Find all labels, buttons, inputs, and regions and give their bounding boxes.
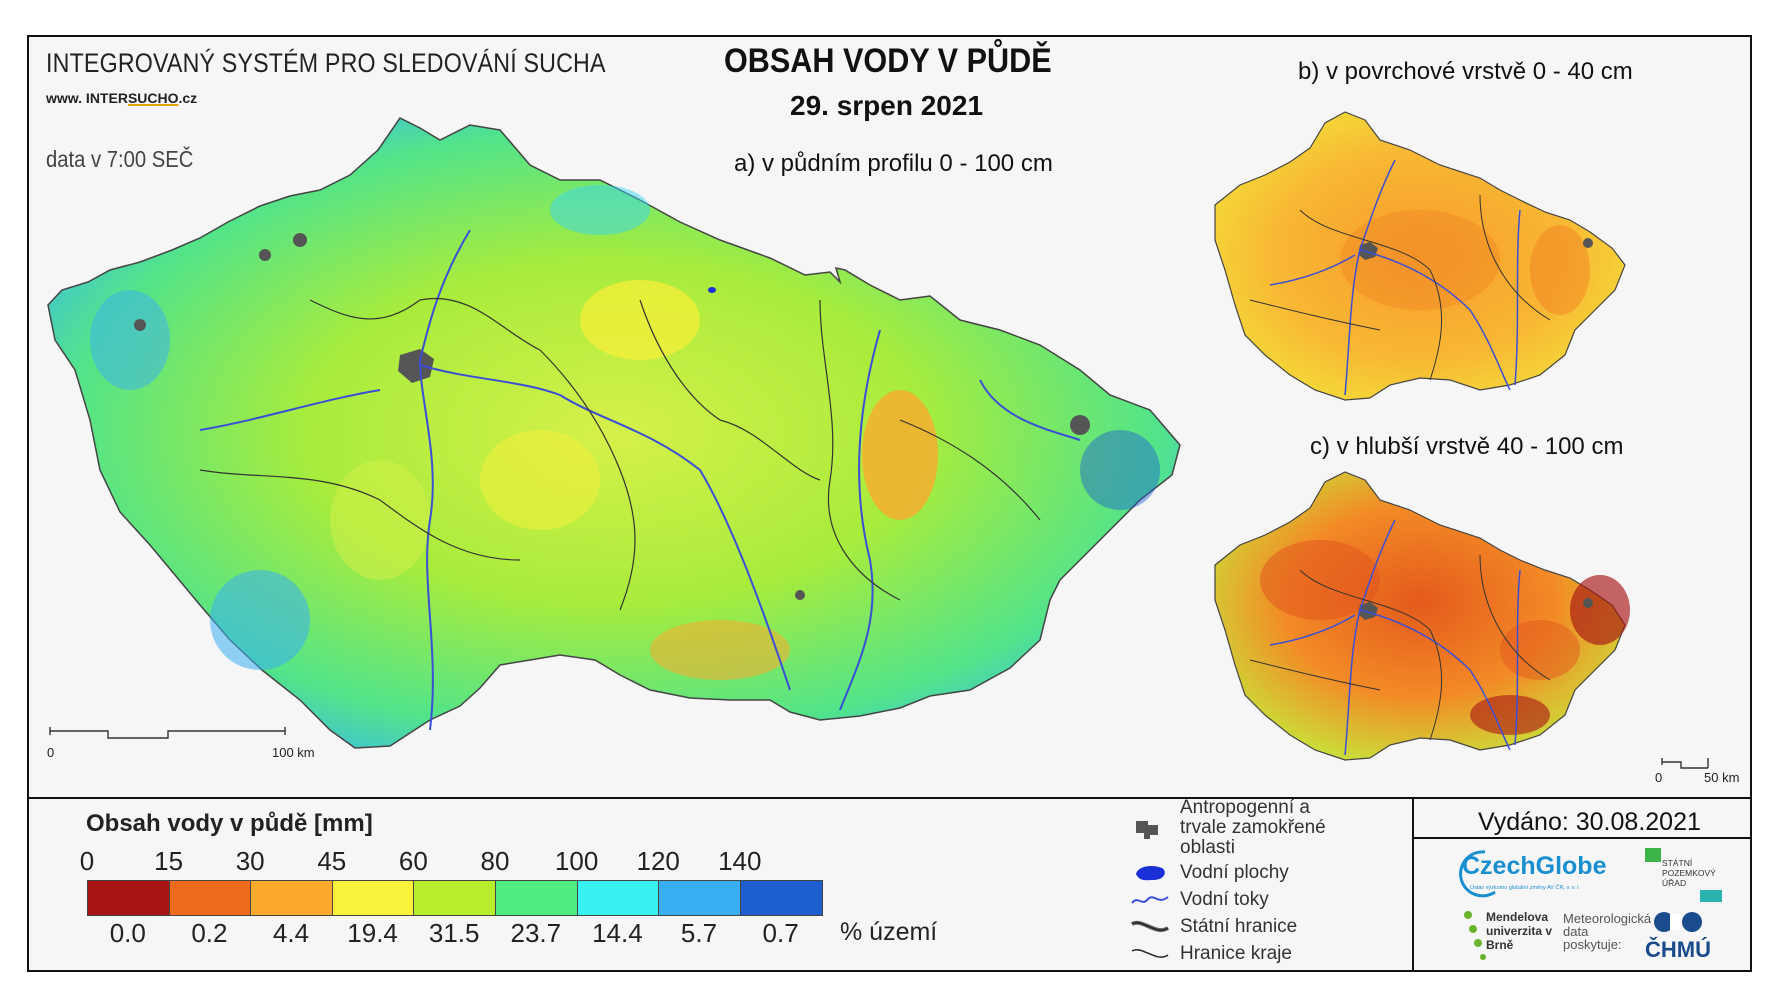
symbol-urban: Antropogenní a trvale zamokřené oblasti bbox=[1130, 798, 1360, 858]
map-b bbox=[1214, 111, 1626, 401]
main-title: OBSAH VODY V PŮDĚ bbox=[724, 42, 1052, 80]
legend-color-bar bbox=[87, 880, 824, 916]
legend-swatch bbox=[414, 881, 496, 915]
website-prefix: www. INTER bbox=[46, 90, 128, 106]
legend-threshold: 30 bbox=[235, 846, 265, 876]
map-b-label: b) v povrchové vrstvě 0 - 40 cm bbox=[1298, 58, 1633, 85]
footer-divider-horizontal bbox=[1414, 837, 1752, 839]
scale-c-start: 0 bbox=[1655, 770, 1663, 785]
percent-unit: % území bbox=[840, 918, 938, 946]
czechglobe-arc-icon bbox=[1459, 850, 1496, 898]
symbol-river: Vodní toky bbox=[1130, 887, 1269, 913]
legend-swatch bbox=[169, 881, 252, 915]
mendelu-dots-icon bbox=[1464, 911, 1486, 960]
legend-threshold: 80 bbox=[480, 846, 510, 876]
symbol-river-label: Vodní toky bbox=[1180, 889, 1269, 910]
legend-title: Obsah vody v půdě [mm] bbox=[86, 810, 373, 837]
met-data-label: Meteorologická data poskytuje: bbox=[1563, 911, 1652, 952]
legend-percent: 0.2 bbox=[191, 918, 228, 948]
system-title: INTEGROVANÝ SYSTÉM PRO SLEDOVÁNÍ SUCHA bbox=[46, 48, 606, 78]
legend-percent: 31.5 bbox=[428, 918, 480, 948]
map-c-country bbox=[1214, 471, 1626, 761]
map-c bbox=[1214, 471, 1630, 761]
scale-a-start: 0 bbox=[47, 745, 55, 760]
website-suffix: .cz bbox=[178, 90, 198, 106]
issued-date: Vydáno: 30.08.2021 bbox=[1478, 808, 1701, 836]
symbol-water: Vodní plochy bbox=[1130, 860, 1289, 886]
main-date: 29. srpen 2021 bbox=[790, 90, 984, 121]
river-icon bbox=[1131, 896, 1169, 904]
chmu-logo-icon bbox=[1654, 912, 1702, 932]
legend-percent: 14.4 bbox=[592, 918, 643, 948]
map-a bbox=[47, 117, 1181, 749]
map-a-country bbox=[47, 117, 1181, 749]
data-time: data v 7:00 SEČ bbox=[46, 146, 194, 172]
legend-percent: 19.4 bbox=[347, 918, 398, 948]
footer-divider-vertical bbox=[1412, 797, 1414, 972]
symbol-region-border: Hranice kraje bbox=[1130, 941, 1292, 967]
czechglobe-subtitle: Ústav výzkumu globální změny AV ČR, v. v… bbox=[1470, 885, 1581, 891]
scale-a-end: 100 km bbox=[272, 745, 315, 760]
legend-threshold: 120 bbox=[636, 846, 680, 876]
chmu-logo: ČHMÚ bbox=[1645, 937, 1711, 962]
legend-threshold: 15 bbox=[154, 846, 184, 876]
region-border-icon bbox=[1131, 949, 1169, 958]
legend-percent: 23.7 bbox=[510, 918, 562, 948]
legend-percent: 4.4 bbox=[272, 918, 310, 948]
legend-threshold: 0 bbox=[79, 846, 95, 876]
scale-bar-a bbox=[49, 727, 286, 739]
state-border-icon bbox=[1130, 920, 1170, 932]
legend-threshold: 60 bbox=[398, 846, 428, 876]
legend-swatch bbox=[659, 881, 741, 915]
spu-logo-icon bbox=[1645, 848, 1661, 862]
legend-percent: 5.7 bbox=[680, 918, 718, 948]
legend-swatch bbox=[251, 881, 333, 915]
map-c-label: c) v hlubší vrstvě 40 - 100 cm bbox=[1310, 433, 1624, 460]
legend-swatch bbox=[332, 881, 415, 915]
symbol-region-border-label: Hranice kraje bbox=[1180, 943, 1292, 964]
legend-threshold: 140 bbox=[718, 846, 762, 876]
scale-c-end: 50 km bbox=[1704, 770, 1740, 785]
legend-swatch bbox=[740, 881, 823, 915]
water-body-icon bbox=[1136, 866, 1165, 881]
legend-divider bbox=[27, 797, 1752, 799]
website-highlight: SUCHO bbox=[127, 90, 179, 106]
legend-swatch bbox=[577, 881, 660, 915]
legend-swatch bbox=[88, 881, 170, 915]
legend-threshold: 100 bbox=[554, 846, 599, 876]
legend-swatch bbox=[495, 881, 578, 915]
spu-accent-icon bbox=[1700, 890, 1722, 902]
symbol-water-label: Vodní plochy bbox=[1180, 862, 1289, 883]
legend-threshold: 45 bbox=[317, 846, 347, 876]
legend-percent: 0.0 bbox=[109, 918, 146, 948]
mendelu-logo: Mendelova univerzita v Brně bbox=[1486, 910, 1553, 952]
spu-logo: STÁTNÍ POZEMKOVÝ ÚŘAD bbox=[1662, 858, 1716, 888]
website-link[interactable]: www. INTERSUCHO.cz bbox=[46, 90, 197, 106]
symbol-urban-label: Antropogenní a trvale zamokřené oblasti bbox=[1180, 797, 1326, 858]
urban-area-icon bbox=[1136, 821, 1158, 839]
symbol-state-border-label: Státní hranice bbox=[1180, 916, 1298, 937]
czechglobe-logo: CzechGlobe bbox=[1462, 852, 1607, 880]
symbol-state-border: Státní hranice bbox=[1130, 914, 1297, 940]
map-a-label: a) v půdním profilu 0 - 100 cm bbox=[734, 150, 1053, 177]
legend-percent: 0.7 bbox=[762, 918, 799, 948]
scale-bar-c bbox=[1661, 758, 1709, 769]
